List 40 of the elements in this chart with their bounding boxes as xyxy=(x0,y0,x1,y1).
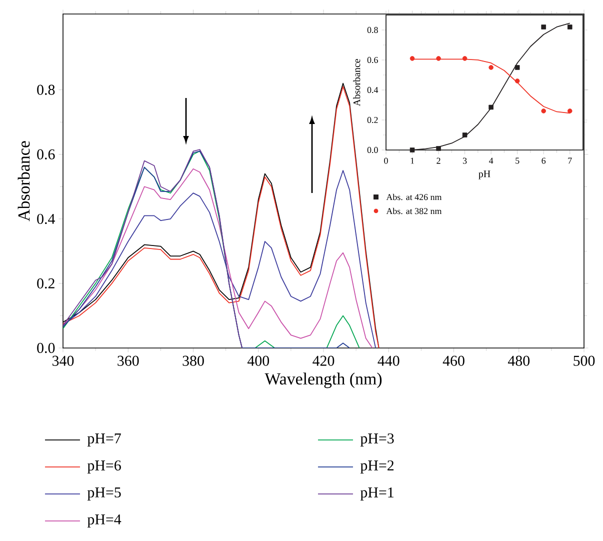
x-tick-label: 2 xyxy=(436,158,440,164)
x-tick-label: 400 xyxy=(247,356,270,366)
x-axis-title: pH xyxy=(478,170,490,180)
x-tick-label: 440 xyxy=(378,356,400,366)
y-tick-label: 0.2 xyxy=(37,278,54,289)
x-tick-label: 420 xyxy=(312,356,334,366)
x-tick-label: 6 xyxy=(542,158,546,164)
legend-label: pH=5 xyxy=(87,488,121,500)
x-tick-label: 500 xyxy=(574,356,595,366)
x-tick-label: 5 xyxy=(516,158,520,164)
x-tick-label: 3 xyxy=(462,158,467,164)
y-axis-title: Absorbance xyxy=(18,141,30,222)
x-tick-label: 7 xyxy=(568,158,572,164)
legend-label: Abs. at 426 nm xyxy=(386,194,442,200)
legend-label: pH=7 xyxy=(87,434,121,446)
y-tick-label: 0.0 xyxy=(37,342,55,354)
x-tick-label: 340 xyxy=(52,356,74,366)
x-tick-label: 460 xyxy=(442,356,464,366)
y-tick-label: 0.6 xyxy=(37,149,55,160)
legend-label: Abs. at 382 nm xyxy=(386,208,442,214)
x-tick-label: 360 xyxy=(118,356,139,366)
legend-label: pH=1 xyxy=(360,487,394,501)
y-tick-label: 0.8 xyxy=(37,84,55,95)
x-tick-label: 480 xyxy=(508,356,530,366)
x-tick-label: 1 xyxy=(410,158,414,164)
legend-label: pH=3 xyxy=(360,433,394,447)
y-tick-label: 0.6 xyxy=(367,56,378,64)
x-tick-label: 380 xyxy=(182,356,204,366)
y-tick-label: 0.2 xyxy=(367,116,378,124)
y-tick-label: 0.0 xyxy=(367,146,378,154)
x-tick-label: 4 xyxy=(489,158,494,164)
legend-label: pH=2 xyxy=(360,460,394,474)
y-tick-label: 0.4 xyxy=(37,214,55,224)
x-tick-label: 0 xyxy=(384,158,388,164)
y-axis-title: Absorbance xyxy=(353,59,360,106)
legend-label: pH=6 xyxy=(87,460,121,474)
legend-label: pH=4 xyxy=(87,514,122,528)
x-axis-title: Wavelength (nm) xyxy=(264,372,382,388)
y-tick-label: 0.4 xyxy=(367,86,378,94)
y-tick-label: 0.8 xyxy=(367,26,378,34)
